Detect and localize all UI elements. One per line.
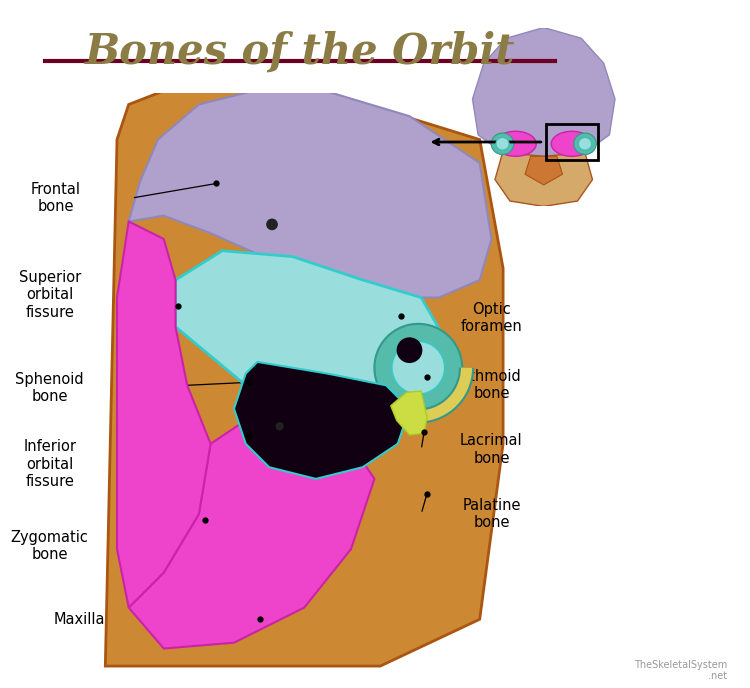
Text: Optic
foramen: Optic foramen: [460, 302, 522, 334]
Ellipse shape: [495, 131, 536, 156]
Circle shape: [496, 138, 509, 150]
Text: Superior
orbital
fissure: Superior orbital fissure: [19, 270, 81, 319]
Circle shape: [275, 422, 284, 430]
Text: Lacrimal
bone: Lacrimal bone: [460, 433, 523, 466]
Text: Maxilla: Maxilla: [53, 612, 105, 627]
Text: TheSkeletalSystem
.net: TheSkeletalSystem .net: [634, 660, 728, 681]
Polygon shape: [495, 153, 592, 206]
Text: Zygomatic
bone: Zygomatic bone: [10, 530, 88, 562]
Polygon shape: [129, 420, 374, 649]
Circle shape: [392, 341, 445, 394]
Polygon shape: [176, 250, 445, 420]
Text: Sphenoid
bone: Sphenoid bone: [16, 372, 84, 405]
Polygon shape: [117, 222, 211, 608]
Polygon shape: [105, 63, 503, 666]
Ellipse shape: [551, 131, 592, 156]
Polygon shape: [129, 81, 491, 297]
Circle shape: [266, 219, 278, 230]
Polygon shape: [205, 280, 422, 420]
Circle shape: [491, 133, 514, 155]
Text: Palatine
bone: Palatine bone: [462, 498, 520, 530]
Text: Ethmoid
bone: Ethmoid bone: [461, 369, 522, 402]
Circle shape: [374, 324, 462, 411]
Polygon shape: [472, 28, 615, 156]
Polygon shape: [391, 391, 427, 435]
Polygon shape: [525, 156, 562, 185]
Ellipse shape: [397, 337, 422, 363]
Text: Frontal
bone: Frontal bone: [31, 182, 80, 214]
Circle shape: [574, 133, 596, 155]
Text: Inferior
orbital
fissure: Inferior orbital fissure: [23, 440, 76, 489]
Circle shape: [578, 138, 592, 150]
Polygon shape: [234, 362, 410, 479]
Bar: [545, 124, 598, 160]
Text: Bones of the Orbit: Bones of the Orbit: [85, 31, 515, 73]
